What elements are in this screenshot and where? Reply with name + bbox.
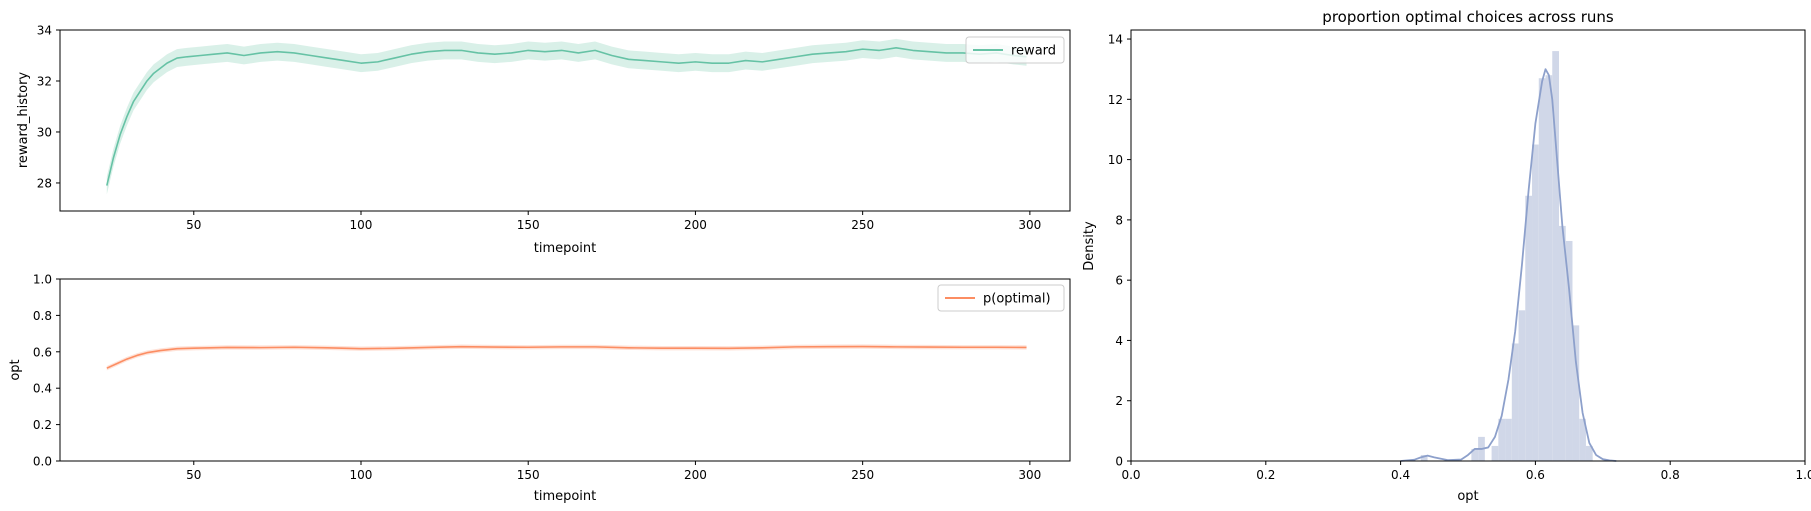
histogram-y-tick-label: 0 xyxy=(1115,455,1123,469)
optimal-x-tick-label: 50 xyxy=(186,468,201,482)
optimal-x-tick-label: 150 xyxy=(517,468,540,482)
reward-x-tick-label: 300 xyxy=(1018,218,1041,232)
optimal-y-tick-label: 0.8 xyxy=(33,309,52,323)
optimal-y-tick-label: 0.2 xyxy=(33,418,52,432)
optimal-y-axis-label: opt xyxy=(8,359,23,380)
reward-x-tick-label: 150 xyxy=(517,218,540,232)
histogram-bar xyxy=(1525,195,1533,461)
histogram-y-axis-label: Density xyxy=(1082,221,1097,271)
histogram-bar xyxy=(1558,225,1566,461)
reward-line xyxy=(106,47,1027,186)
histogram-y-tick-label: 12 xyxy=(1108,93,1123,107)
optimal-y-tick-label: 0.4 xyxy=(33,382,52,396)
histogram-plot-frame xyxy=(1130,29,1806,462)
histogram-title: proportion optimal choices across runs xyxy=(1322,8,1614,26)
histogram-x-tick-label: 0.8 xyxy=(1661,468,1680,482)
optimal-legend: p(optimal) xyxy=(937,284,1065,312)
histogram-y-tick-label: 10 xyxy=(1108,153,1123,167)
reward-panel: 50 100 150 200 250 300 28 30 32 34 timepoint rew… xyxy=(16,24,1071,256)
optimal-panel: 50 100 150 200 250 300 0.0 0.2 0.4 0.6 0.8 1.0 tim… xyxy=(8,273,1071,504)
histogram-y-tick-label: 14 xyxy=(1108,33,1123,47)
optimal-x-tick-label: 250 xyxy=(851,468,874,482)
histogram-bar xyxy=(1538,78,1546,461)
histogram-x-tick-label: 0.4 xyxy=(1391,468,1410,482)
histogram-bar xyxy=(1471,448,1479,461)
histogram-bar xyxy=(1491,445,1499,461)
histogram-y-tick-label: 2 xyxy=(1115,394,1123,408)
histogram-bar xyxy=(1420,454,1428,461)
histogram-y-tick-label: 4 xyxy=(1115,334,1123,348)
histogram-x-tick-label: 0.0 xyxy=(1121,468,1140,482)
optimal-x-tick-label: 300 xyxy=(1018,468,1041,482)
histogram-x-tick-label: 0.6 xyxy=(1526,468,1545,482)
reward-y-tick-label: 30 xyxy=(37,125,52,139)
reward-y-tick-label: 34 xyxy=(37,24,52,38)
reward-x-axis-label: timepoint xyxy=(534,241,597,256)
optimal-legend-box xyxy=(937,284,1065,312)
reward-y-tick-label: 32 xyxy=(37,74,52,88)
optimal-x-axis-label: timepoint xyxy=(534,489,597,504)
histogram-bar xyxy=(1505,418,1512,461)
optimal-y-tick-label: 0.0 xyxy=(33,455,52,469)
histogram-x-tick-label: 0.2 xyxy=(1256,468,1275,482)
histogram-bar xyxy=(1565,240,1573,461)
optimal-plot-frame xyxy=(59,278,1071,462)
reward-confidence-band xyxy=(106,38,1027,195)
histogram-bar xyxy=(1579,418,1586,461)
histogram-bar xyxy=(1552,51,1559,461)
histogram-bar xyxy=(1498,418,1506,461)
optimal-y-tick-label: 1.0 xyxy=(33,273,52,287)
reward-plot-frame xyxy=(59,29,1071,212)
histogram-bar xyxy=(1545,75,1553,462)
histogram-bar xyxy=(1585,445,1593,461)
reward-x-tick-label: 200 xyxy=(684,218,707,232)
optimal-x-tick-label: 100 xyxy=(350,468,373,482)
reward-x-tick-label: 100 xyxy=(350,218,373,232)
histogram-bar xyxy=(1532,144,1539,461)
histogram-x-axis-label: opt xyxy=(1457,489,1478,504)
reward-y-tick-label: 28 xyxy=(37,176,52,190)
optimal-legend-label: p(optimal) xyxy=(983,292,1051,307)
kde-curve xyxy=(1400,68,1617,462)
histogram-bar xyxy=(1572,325,1580,461)
optimal-x-tick-label: 200 xyxy=(684,468,707,482)
reward-x-tick-label: 250 xyxy=(851,218,874,232)
optimal-line xyxy=(106,345,1027,369)
histogram-bar xyxy=(1518,310,1526,461)
optimal-y-tick-label: 0.6 xyxy=(33,345,52,359)
histogram-y-tick-label: 6 xyxy=(1115,274,1123,288)
reward-legend-label: reward xyxy=(1011,44,1056,59)
reward-y-axis-label: reward_history xyxy=(16,72,31,169)
histogram-x-tick-label: 1.0 xyxy=(1795,468,1811,482)
reward-x-tick-label: 50 xyxy=(186,218,201,232)
histogram-bar xyxy=(1511,343,1519,461)
reward-legend-box xyxy=(965,36,1065,64)
histogram-panel: 0.0 0.2 0.4 0.6 0.8 1.0 0 2 4 6 8 10 12 14 proportio… xyxy=(1082,8,1811,504)
histogram-y-tick-label: 8 xyxy=(1115,213,1123,227)
reward-legend: reward xyxy=(965,36,1065,64)
